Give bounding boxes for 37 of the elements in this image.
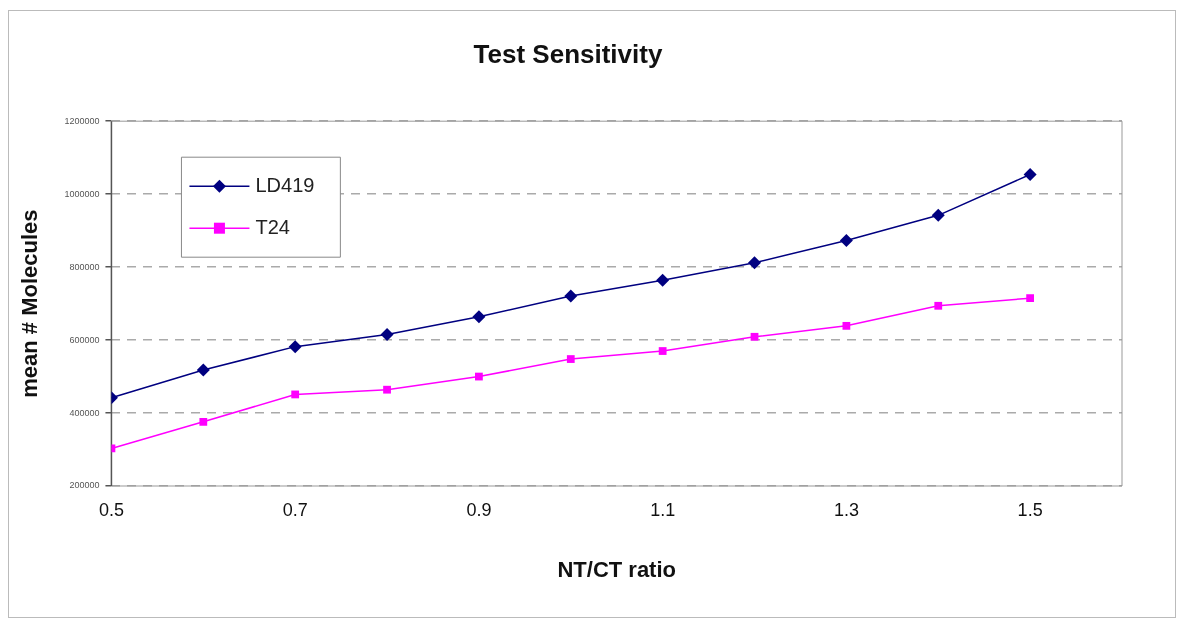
point <box>472 310 486 324</box>
point <box>934 301 943 310</box>
y-tick-label: 1000000 <box>64 188 100 199</box>
point <box>288 340 302 354</box>
point <box>196 363 210 377</box>
point <box>842 321 851 330</box>
x-tick-label: 1.5 <box>1017 499 1043 520</box>
x-tick-label: 1.3 <box>833 499 859 520</box>
point <box>475 372 483 381</box>
point <box>564 289 578 303</box>
y-tick-label: 400000 <box>69 407 100 418</box>
point <box>199 417 208 426</box>
point <box>656 273 670 287</box>
y-tick-label: 200000 <box>69 480 100 491</box>
x-tick-label: 0.5 <box>98 499 124 520</box>
point <box>658 347 667 355</box>
y-axis-title: mean # Molecules <box>17 209 43 398</box>
point <box>380 328 394 342</box>
point <box>748 256 762 270</box>
point <box>1023 167 1037 181</box>
point <box>839 233 853 247</box>
legend-label: LD419 <box>255 173 315 196</box>
x-axis-title: NT/CT ratio <box>557 556 676 582</box>
chart-title: Test Sensitivity <box>473 38 663 69</box>
y-tick-label: 800000 <box>69 261 100 272</box>
y-tick-label: 600000 <box>69 334 100 345</box>
x-tick-label: 0.7 <box>282 499 308 520</box>
x-tick-label: 1.1 <box>650 499 676 520</box>
x-tick-label: 0.9 <box>466 499 492 520</box>
point <box>1026 294 1035 303</box>
point <box>291 390 300 399</box>
y-tick-label: 1200000 <box>64 115 100 126</box>
legend-label: T24 <box>255 215 290 238</box>
point <box>383 385 391 394</box>
point <box>566 355 575 363</box>
point <box>750 332 759 341</box>
point <box>931 208 945 222</box>
